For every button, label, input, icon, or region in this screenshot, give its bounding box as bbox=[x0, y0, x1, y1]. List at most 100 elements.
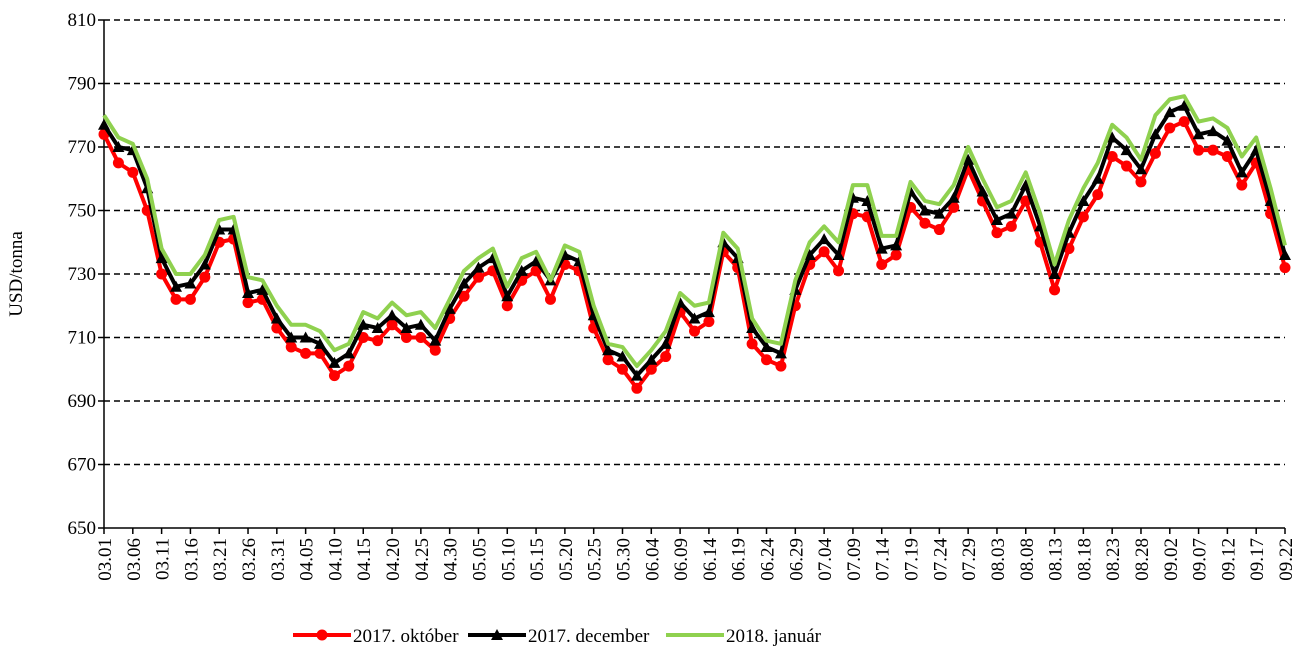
marker bbox=[948, 201, 960, 213]
marker bbox=[1236, 179, 1248, 191]
x-tick-label: 06.09 bbox=[671, 538, 692, 581]
y-tick-label: 690 bbox=[68, 391, 97, 412]
marker bbox=[530, 255, 543, 267]
marker bbox=[400, 332, 412, 343]
marker bbox=[630, 369, 643, 381]
marker bbox=[1106, 131, 1119, 143]
marker bbox=[602, 354, 614, 366]
x-tick-label: 07.04 bbox=[815, 538, 836, 581]
marker bbox=[386, 309, 399, 321]
marker bbox=[760, 341, 773, 353]
marker bbox=[919, 217, 931, 229]
x-tick-label: 05.30 bbox=[613, 538, 634, 581]
marker bbox=[1235, 166, 1248, 178]
marker bbox=[429, 334, 442, 346]
y-tick-label: 770 bbox=[68, 137, 97, 158]
x-tick-label: 05.15 bbox=[527, 538, 548, 581]
x-tick-label: 07.14 bbox=[873, 538, 894, 581]
series bbox=[98, 116, 1291, 394]
marker bbox=[933, 224, 945, 236]
marker bbox=[990, 214, 1003, 226]
marker bbox=[316, 629, 328, 641]
marker bbox=[918, 204, 931, 216]
marker bbox=[415, 332, 427, 343]
marker bbox=[328, 356, 341, 368]
marker bbox=[645, 353, 658, 365]
legend-label: 2017. október bbox=[353, 626, 459, 647]
marker bbox=[962, 153, 975, 165]
x-tick-label: 04.20 bbox=[383, 538, 404, 581]
x-tick-label: 08.23 bbox=[1103, 538, 1124, 581]
marker bbox=[1149, 147, 1161, 159]
marker bbox=[991, 227, 1003, 239]
marker bbox=[890, 239, 903, 251]
x-tick-label: 08.03 bbox=[988, 538, 1009, 581]
marker bbox=[947, 191, 960, 203]
marker bbox=[155, 252, 168, 264]
marker bbox=[357, 318, 370, 330]
x-tick-label: 05.05 bbox=[469, 538, 490, 581]
marker bbox=[1134, 163, 1147, 175]
marker bbox=[501, 300, 513, 312]
x-tick-label: 09.07 bbox=[1190, 538, 1211, 581]
marker bbox=[328, 370, 340, 382]
marker bbox=[314, 337, 327, 349]
marker bbox=[1121, 160, 1133, 172]
marker bbox=[285, 331, 298, 343]
marker bbox=[702, 306, 715, 318]
x-tick-label: 07.19 bbox=[902, 538, 923, 581]
marker bbox=[703, 316, 715, 328]
marker bbox=[616, 363, 628, 375]
marker bbox=[429, 344, 441, 356]
marker bbox=[1091, 172, 1104, 184]
marker bbox=[371, 321, 384, 333]
y-tick-label: 730 bbox=[68, 264, 97, 285]
y-tick-label: 650 bbox=[68, 518, 97, 539]
marker bbox=[933, 207, 946, 219]
marker bbox=[458, 290, 470, 302]
marker bbox=[1221, 134, 1234, 146]
marker bbox=[1279, 262, 1291, 274]
x-tick-label: 04.25 bbox=[412, 538, 433, 581]
marker bbox=[256, 283, 269, 295]
marker bbox=[357, 332, 369, 343]
marker bbox=[818, 246, 830, 258]
x-tick-label: 09.17 bbox=[1247, 538, 1268, 581]
marker bbox=[342, 347, 355, 359]
marker bbox=[890, 249, 902, 261]
marker bbox=[774, 347, 787, 359]
series-line bbox=[102, 94, 1287, 369]
marker bbox=[285, 341, 297, 353]
marker bbox=[112, 157, 124, 169]
legend-label: 2018. január bbox=[726, 626, 822, 647]
x-tick-label: 04.30 bbox=[441, 538, 462, 581]
marker bbox=[832, 248, 845, 260]
marker bbox=[299, 331, 312, 343]
x-tick-label: 09.02 bbox=[1161, 538, 1182, 581]
marker bbox=[1005, 207, 1018, 219]
x-tick-label: 03.31 bbox=[268, 538, 289, 581]
marker bbox=[1149, 128, 1162, 140]
marker bbox=[775, 360, 787, 372]
marker bbox=[1206, 125, 1219, 137]
x-tick-label: 06.04 bbox=[642, 538, 663, 581]
marker bbox=[631, 382, 643, 394]
marker bbox=[616, 350, 629, 362]
x-tick-label: 03.16 bbox=[181, 538, 202, 581]
marker bbox=[1164, 122, 1176, 134]
marker bbox=[400, 321, 413, 333]
x-tick-label: 03.26 bbox=[239, 538, 260, 581]
marker bbox=[184, 277, 197, 289]
marker bbox=[746, 321, 759, 333]
marker bbox=[1077, 194, 1090, 206]
marker bbox=[1207, 144, 1219, 156]
x-tick-label: 07.24 bbox=[930, 538, 951, 581]
marker bbox=[242, 297, 254, 309]
series bbox=[102, 94, 1287, 369]
marker bbox=[501, 290, 514, 302]
x-tick-label: 06.24 bbox=[758, 538, 779, 581]
marker bbox=[156, 268, 168, 280]
marker bbox=[544, 293, 556, 305]
x-tick-label: 04.05 bbox=[297, 538, 318, 581]
